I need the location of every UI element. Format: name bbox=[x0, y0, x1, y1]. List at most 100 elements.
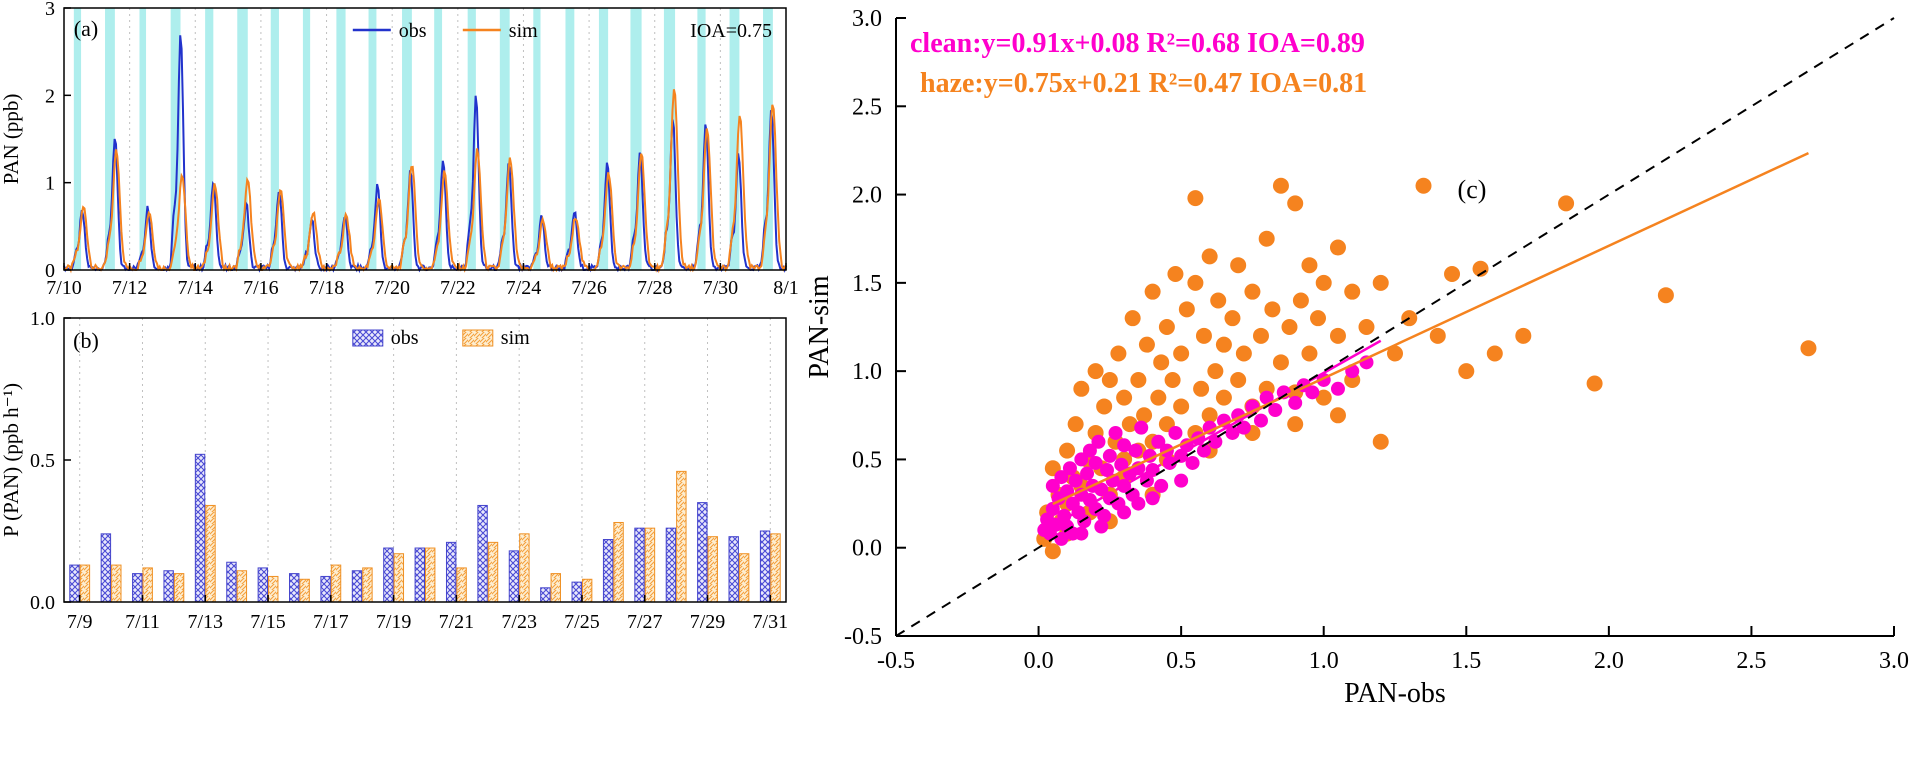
daytime-band bbox=[763, 8, 773, 270]
haze-point bbox=[1472, 260, 1489, 277]
sim-bar bbox=[268, 575, 279, 603]
clean-point bbox=[1091, 434, 1106, 449]
panel-b-production-bar-chart: 0.0 0.5 1.0 7/9 7/11 7/13 7/15 7/17 7/19 7/21 7/23… bbox=[0, 308, 789, 633]
clean-point bbox=[1117, 505, 1132, 520]
obs-bar bbox=[100, 533, 112, 603]
clean-point bbox=[1108, 425, 1123, 440]
clean-point bbox=[1045, 501, 1060, 516]
clean-point bbox=[1330, 381, 1345, 396]
daytime-band bbox=[336, 8, 346, 270]
clean-point bbox=[1268, 402, 1283, 417]
haze-point bbox=[1515, 327, 1532, 344]
clean-point bbox=[1128, 443, 1143, 458]
sim-bar bbox=[487, 541, 499, 603]
haze-point bbox=[1116, 389, 1133, 406]
haze-point bbox=[1230, 257, 1247, 274]
haze-point bbox=[1121, 416, 1138, 433]
haze-point bbox=[1358, 319, 1375, 335]
obs-bar bbox=[351, 570, 363, 603]
daytime-band bbox=[302, 8, 311, 270]
clean-point bbox=[1074, 526, 1089, 541]
y-axis-label: P (PAN) (ppb h⁻¹) bbox=[0, 383, 23, 537]
obs-bar bbox=[163, 570, 174, 603]
clean-point bbox=[1117, 438, 1132, 453]
haze-point bbox=[1558, 195, 1575, 212]
daytime-band bbox=[630, 8, 642, 270]
daytime-band bbox=[205, 8, 214, 270]
x-tick-label: 0.0 bbox=[1024, 648, 1054, 674]
sim-bar bbox=[205, 504, 216, 603]
clean-point bbox=[1100, 463, 1115, 478]
haze-point bbox=[1059, 442, 1076, 459]
haze-point bbox=[1329, 407, 1346, 424]
haze-point bbox=[1130, 371, 1147, 388]
sim-bar bbox=[425, 547, 436, 603]
clean-point bbox=[1151, 434, 1166, 449]
haze-point bbox=[1429, 327, 1446, 344]
y-tick-label: 0.5 bbox=[30, 450, 55, 472]
obs-bar bbox=[414, 547, 426, 603]
clean-point bbox=[1117, 478, 1132, 493]
x-tick-label: 7/14 bbox=[177, 277, 213, 299]
clean-point bbox=[1048, 517, 1063, 532]
daytime-band bbox=[565, 8, 575, 270]
x-tick-label: 7/12 bbox=[112, 277, 148, 299]
x-tick-label: 7/31 bbox=[753, 611, 789, 633]
clean-point bbox=[1094, 482, 1109, 497]
haze-point bbox=[1144, 283, 1161, 300]
clean-point bbox=[1168, 425, 1183, 440]
haze-point bbox=[1067, 416, 1084, 433]
haze-point bbox=[1387, 345, 1403, 362]
obs-bar bbox=[508, 550, 520, 603]
x-tick-label: 7/28 bbox=[637, 277, 673, 299]
x-tick-label: 7/11 bbox=[125, 611, 160, 633]
haze-fit-line bbox=[1052, 151, 1809, 506]
daytime-band bbox=[368, 8, 377, 270]
haze-point bbox=[1486, 345, 1503, 362]
daytime-band bbox=[73, 8, 82, 270]
x-tick-label: 3.0 bbox=[1879, 648, 1909, 674]
sim-bar bbox=[142, 567, 153, 603]
clean-point bbox=[1094, 519, 1109, 534]
haze-point bbox=[1158, 319, 1175, 335]
identity-line bbox=[895, 17, 1895, 637]
clean-point bbox=[1134, 420, 1149, 435]
haze-point bbox=[1329, 327, 1346, 344]
haze-point bbox=[1458, 363, 1475, 380]
daytime-band bbox=[499, 8, 510, 270]
haze-point bbox=[1287, 195, 1304, 212]
obs-bar bbox=[571, 581, 582, 603]
y-tick-label: 3 bbox=[45, 0, 55, 20]
sim-bar bbox=[550, 573, 561, 603]
clean-annotation: clean:y=0.91x+0.08 R²=0.68 IOA=0.89 bbox=[910, 28, 1365, 59]
clean-point bbox=[1045, 478, 1060, 493]
haze-point bbox=[1164, 371, 1181, 388]
haze-point bbox=[1315, 274, 1332, 291]
haze-point bbox=[1207, 363, 1224, 380]
y-tick-label: 0 bbox=[45, 260, 55, 282]
daytime-band bbox=[434, 8, 443, 270]
obs-bar bbox=[759, 530, 771, 603]
obs-bar bbox=[665, 527, 677, 603]
daytime-band bbox=[270, 8, 279, 270]
x-tick-label: 7/16 bbox=[243, 277, 279, 299]
clean-point bbox=[1088, 455, 1103, 470]
clean-point bbox=[1185, 455, 1200, 470]
haze-point bbox=[1272, 177, 1289, 194]
haze-point bbox=[1657, 287, 1674, 304]
haze-point bbox=[1301, 257, 1318, 274]
obs-bar bbox=[194, 453, 206, 603]
haze-point bbox=[1444, 266, 1461, 283]
x-tick-label: 7/24 bbox=[506, 277, 542, 299]
x-tick-label: 7/10 bbox=[46, 277, 82, 299]
haze-point bbox=[1173, 345, 1190, 362]
obs-bar bbox=[320, 575, 331, 603]
daytime-band bbox=[697, 8, 706, 270]
haze-point bbox=[1178, 301, 1195, 318]
left-column: 0 1 2 3 7/10 7/12 7/14 7/16 7/18 7/20 7/22 7/24 7/26… bbox=[0, 0, 800, 760]
x-tick-label: 7/22 bbox=[440, 277, 476, 299]
x-tick-label: 0.5 bbox=[1166, 648, 1196, 674]
haze-point bbox=[1344, 283, 1361, 300]
sim-bar bbox=[111, 564, 122, 603]
